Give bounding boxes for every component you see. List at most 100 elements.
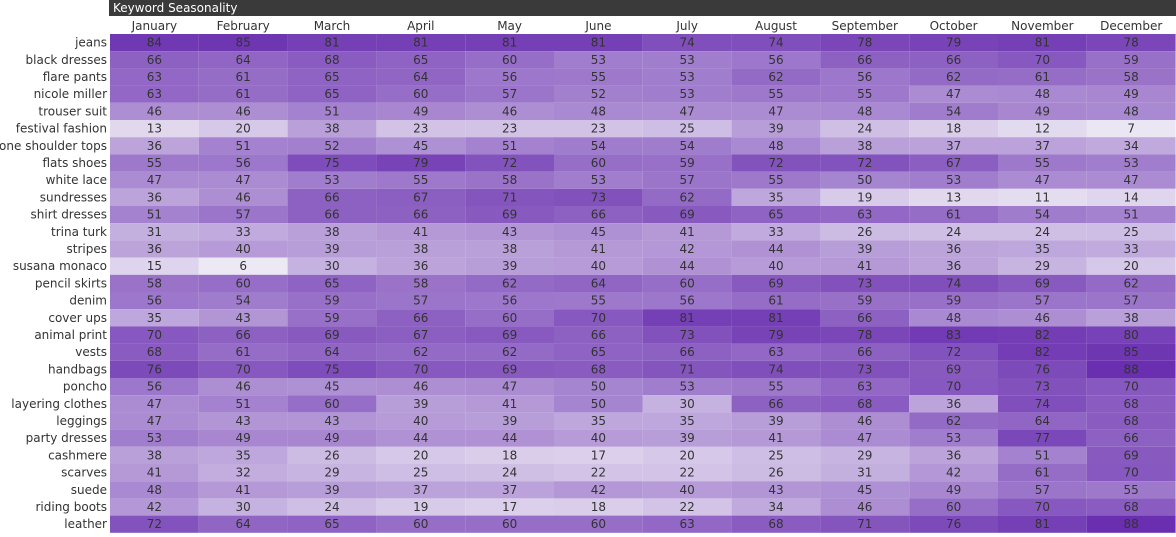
cell-value: 71 xyxy=(502,190,517,204)
heatmap-cell xyxy=(376,120,466,138)
cell-value: 35 xyxy=(680,414,695,428)
heatmap-cell xyxy=(1086,188,1176,206)
heatmap-cell xyxy=(909,395,998,413)
cell-value: 62 xyxy=(768,70,783,84)
heatmap-cell xyxy=(198,412,288,430)
cell-value: 57 xyxy=(413,294,428,308)
heatmap-cell xyxy=(1086,257,1176,275)
cell-value: 78 xyxy=(857,328,872,342)
heatmap-cell xyxy=(198,257,288,275)
cell-value: 57 xyxy=(1124,294,1139,308)
heatmap-cell xyxy=(198,51,288,69)
cell-value: 82 xyxy=(1035,328,1050,342)
cell-value: 25 xyxy=(413,466,428,480)
cell-value: 63 xyxy=(147,70,162,84)
heatmap-cell xyxy=(287,206,377,224)
row-label: stripes xyxy=(67,242,107,256)
heatmap-cell xyxy=(376,292,466,310)
heatmap-cell xyxy=(909,274,998,292)
cell-value: 69 xyxy=(946,362,961,376)
heatmap-cell xyxy=(909,429,998,447)
cell-value: 71 xyxy=(857,517,872,531)
heatmap-cell xyxy=(554,51,643,69)
cell-value: 49 xyxy=(236,431,251,445)
cell-value: 72 xyxy=(147,517,162,531)
heatmap-cell xyxy=(198,292,288,310)
row-label: sundresses xyxy=(40,190,107,204)
cell-value: 30 xyxy=(324,259,339,273)
column-header: July xyxy=(675,19,698,33)
heatmap-cell xyxy=(1086,412,1176,430)
heatmap-cell xyxy=(376,481,466,499)
heatmap-cell xyxy=(110,412,199,430)
heatmap-cell xyxy=(820,274,910,292)
cell-value: 81 xyxy=(591,36,606,50)
cell-value: 50 xyxy=(591,380,606,394)
heatmap-cell xyxy=(998,481,1087,499)
cell-value: 53 xyxy=(946,431,961,445)
cell-value: 37 xyxy=(413,483,428,497)
cell-value: 56 xyxy=(147,380,162,394)
heatmap-cell xyxy=(1086,481,1176,499)
cell-value: 50 xyxy=(857,173,872,187)
cell-value: 79 xyxy=(768,328,783,342)
heatmap-cell xyxy=(909,309,998,327)
heatmap-cell xyxy=(998,34,1087,52)
cell-value: 20 xyxy=(236,122,251,136)
cell-value: 75 xyxy=(324,156,339,170)
heatmap-cell xyxy=(198,326,288,344)
heatmap-cell xyxy=(909,412,998,430)
heatmap-cell xyxy=(465,378,554,396)
heatmap-cell xyxy=(198,481,288,499)
row-label: one shoulder tops xyxy=(0,139,107,153)
heatmap-cell xyxy=(287,343,377,361)
cell-value: 59 xyxy=(857,294,872,308)
cell-value: 70 xyxy=(1035,500,1050,514)
cell-value: 46 xyxy=(147,104,162,118)
row-label: trouser suit xyxy=(38,104,107,118)
heatmap-cell xyxy=(376,378,466,396)
cell-value: 74 xyxy=(768,36,783,50)
heatmap-cell xyxy=(287,292,377,310)
cell-value: 57 xyxy=(680,173,695,187)
heatmap-cell xyxy=(998,464,1087,482)
cell-value: 53 xyxy=(680,87,695,101)
cell-value: 60 xyxy=(324,397,339,411)
cell-value: 37 xyxy=(502,483,517,497)
cell-value: 76 xyxy=(1035,362,1050,376)
cell-value: 71 xyxy=(680,362,695,376)
cell-value: 62 xyxy=(946,414,961,428)
heatmap-cell xyxy=(998,326,1087,344)
cell-value: 43 xyxy=(768,483,783,497)
heatmap-cell xyxy=(287,429,377,447)
heatmap-cell xyxy=(820,326,910,344)
cell-value: 68 xyxy=(768,517,783,531)
heatmap-cell xyxy=(731,464,821,482)
heatmap-cell xyxy=(731,515,821,533)
cell-value: 65 xyxy=(413,53,428,67)
heatmap-cell xyxy=(998,429,1087,447)
cell-value: 43 xyxy=(236,311,251,325)
heatmap-cell xyxy=(554,274,643,292)
cell-value: 51 xyxy=(147,208,162,222)
row-label: party dresses xyxy=(26,431,107,445)
heatmap-cell xyxy=(1086,429,1176,447)
cell-value: 58 xyxy=(413,276,428,290)
cell-value: 31 xyxy=(857,466,872,480)
cell-value: 82 xyxy=(1035,345,1050,359)
cell-value: 60 xyxy=(946,500,961,514)
heatmap-cell xyxy=(287,274,377,292)
heatmap-cell xyxy=(376,429,466,447)
cell-value: 46 xyxy=(413,380,428,394)
cell-value: 18 xyxy=(591,500,606,514)
heatmap-cell xyxy=(642,257,732,275)
row-label: nicole miller xyxy=(34,87,107,101)
row-label: suede xyxy=(71,483,107,497)
heatmap-cell xyxy=(731,395,821,413)
cell-value: 70 xyxy=(147,328,162,342)
heatmap-cell xyxy=(998,137,1087,155)
heatmap-cell xyxy=(198,309,288,327)
cell-value: 83 xyxy=(946,328,961,342)
heatmap-cell xyxy=(1086,360,1176,378)
heatmap-cell xyxy=(909,223,998,241)
